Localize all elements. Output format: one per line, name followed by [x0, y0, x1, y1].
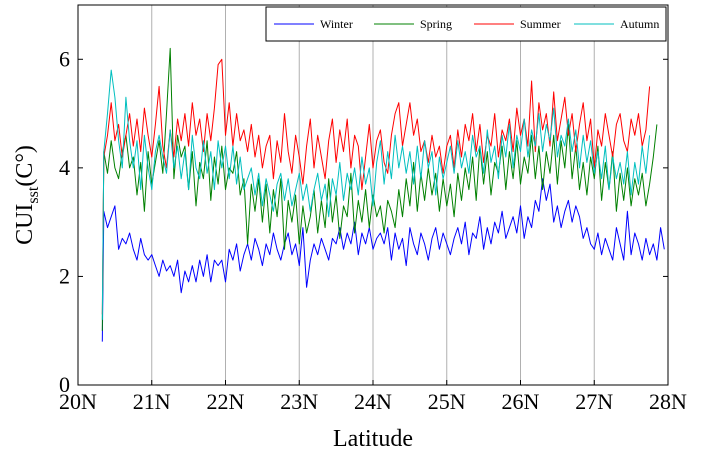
y-axis-label-main: CUI	[12, 204, 38, 245]
series-winter-line	[101, 178, 665, 342]
x-tick-label: 25N	[428, 389, 466, 414]
x-axis-ticks: 20N 21N 22N 23N 24N 25N 26N 27N 28N	[59, 380, 687, 414]
y-axis-label-subscript: sst	[25, 186, 42, 203]
legend-label-autumn: Autumn	[620, 17, 659, 31]
series-autumn-line	[101, 69, 651, 320]
x-tick-label: 24N	[354, 389, 392, 414]
x-tick-label: 26N	[502, 389, 540, 414]
y-tick-label: 4	[59, 155, 70, 180]
x-tick-label: 20N	[59, 389, 97, 414]
y-axis-label-unit: (C°)	[12, 145, 38, 187]
legend-label-summer: Summer	[520, 17, 561, 31]
x-tick-label: 22N	[207, 389, 245, 414]
x-tick-label: 21N	[133, 389, 171, 414]
x-tick-label: 28N	[649, 389, 687, 414]
y-axis-label: CUIsst(C°)	[12, 145, 42, 245]
x-tick-label: 23N	[280, 389, 318, 414]
x-axis-label: Latitude	[333, 426, 413, 452]
vertical-gridlines	[151, 5, 595, 385]
series-lines	[101, 47, 665, 342]
y-tick-label: 6	[59, 46, 70, 71]
y-tick-label: 0	[59, 372, 70, 397]
legend: Winter Spring Summer Autumn	[265, 6, 667, 42]
legend-label-winter: Winter	[320, 17, 353, 31]
x-tick-label: 27N	[575, 389, 613, 414]
y-axis-ticks: 0 2 4 6	[59, 46, 668, 397]
y-tick-label: 2	[59, 263, 70, 288]
series-spring-line	[101, 47, 658, 331]
legend-label-spring: Spring	[420, 17, 452, 31]
series-summer-line	[101, 58, 651, 315]
